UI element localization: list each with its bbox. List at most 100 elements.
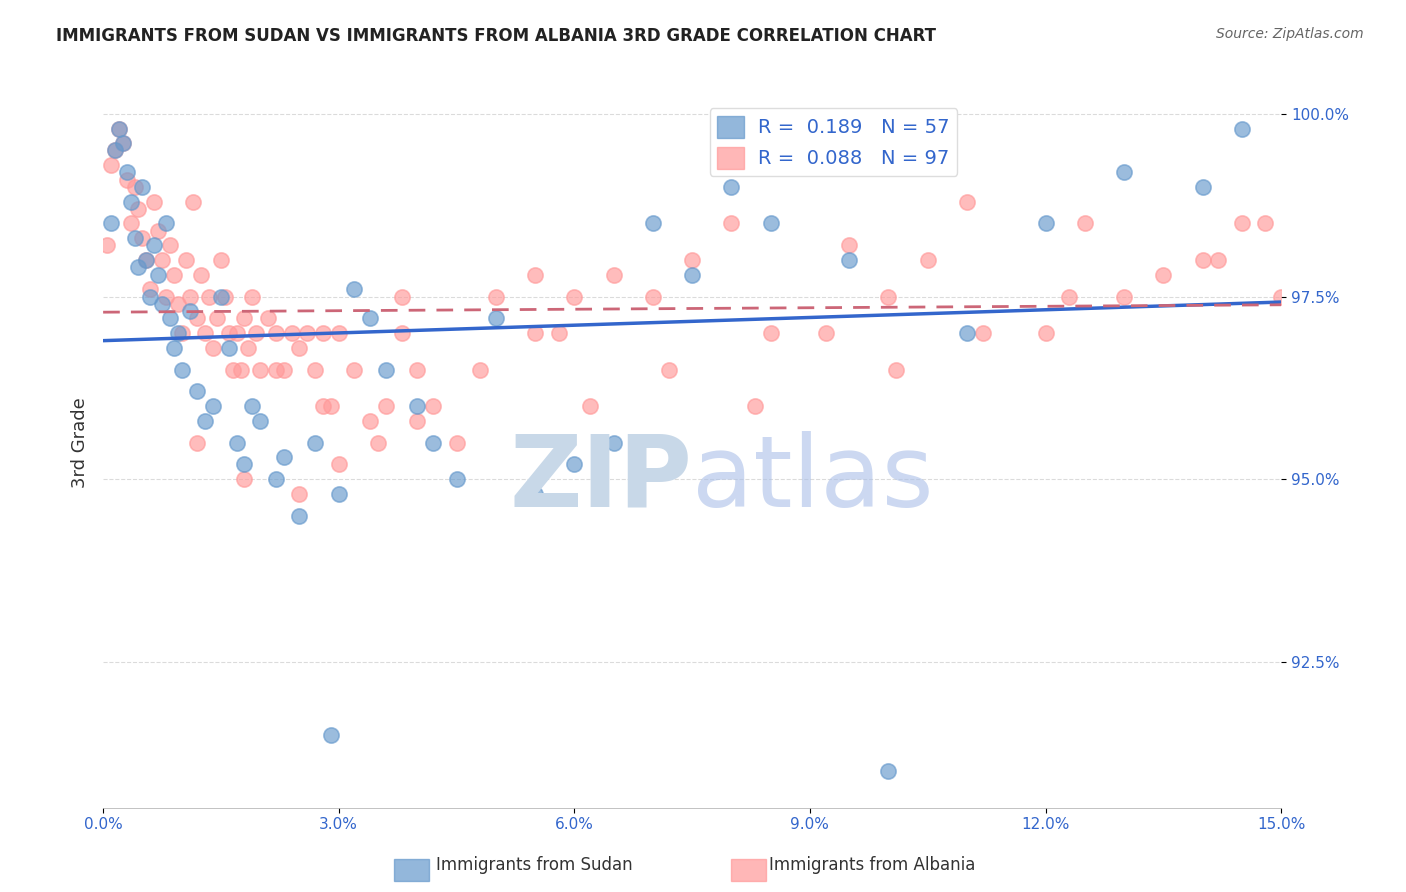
Point [524, 268, 547, 282]
Point [205, 311, 228, 326]
Point [108, 121, 131, 136]
Point [602, 435, 624, 450]
Point [120, 217, 142, 231]
Point [468, 362, 491, 376]
Point [814, 326, 837, 340]
Point [406, 362, 429, 376]
Point [163, 341, 186, 355]
Point [884, 362, 907, 376]
Point [104, 144, 127, 158]
Point [194, 414, 217, 428]
Legend: R =  0.189   N = 57, R =  0.088   N = 97: R = 0.189 N = 57, R = 0.088 N = 97 [710, 108, 957, 176]
Point [150, 252, 173, 267]
Point [179, 304, 201, 318]
Point [143, 238, 166, 252]
Point [120, 194, 142, 209]
Point [1230, 217, 1253, 231]
Point [249, 414, 271, 428]
Point [135, 252, 157, 267]
Point [391, 326, 413, 340]
Point [1035, 326, 1057, 340]
Point [150, 297, 173, 311]
Point [720, 180, 742, 194]
Point [166, 297, 188, 311]
Point [312, 326, 335, 340]
Point [1191, 180, 1213, 194]
Point [288, 486, 311, 500]
Point [240, 289, 263, 303]
Point [264, 326, 287, 340]
Point [297, 326, 319, 340]
Point [190, 268, 212, 282]
Point [100, 158, 122, 172]
Point [759, 326, 782, 340]
Text: IMMIGRANTS FROM SUDAN VS IMMIGRANTS FROM ALBANIA 3RD GRADE CORRELATION CHART: IMMIGRANTS FROM SUDAN VS IMMIGRANTS FROM… [56, 27, 936, 45]
Point [343, 362, 366, 376]
Point [406, 399, 429, 413]
Point [186, 311, 208, 326]
Point [104, 144, 127, 158]
Point [485, 289, 508, 303]
Point [422, 399, 444, 413]
Point [374, 362, 396, 376]
Point [681, 252, 703, 267]
Point [115, 172, 138, 186]
Point [166, 326, 188, 340]
Point [524, 486, 547, 500]
Point [163, 268, 186, 282]
Point [96, 238, 118, 252]
Point [1057, 289, 1080, 303]
Point [198, 289, 221, 303]
Point [131, 180, 153, 194]
Point [186, 384, 208, 399]
Point [562, 458, 585, 472]
Point [1112, 289, 1135, 303]
Point [446, 435, 468, 450]
Point [202, 399, 225, 413]
Point [264, 362, 287, 376]
Point [956, 194, 979, 209]
Point [1074, 217, 1097, 231]
Point [602, 268, 624, 282]
Point [257, 311, 280, 326]
Point [264, 472, 287, 486]
Point [288, 508, 311, 523]
Point [222, 362, 245, 376]
Text: atlas: atlas [692, 431, 934, 527]
Point [328, 486, 350, 500]
Point [146, 268, 169, 282]
Point [319, 728, 342, 742]
Point [183, 194, 205, 209]
Point [273, 362, 295, 376]
Point [124, 180, 146, 194]
Point [1254, 217, 1277, 231]
Point [127, 260, 149, 275]
Point [562, 289, 585, 303]
Point [1206, 252, 1229, 267]
Point [658, 362, 681, 376]
Point [799, 144, 821, 158]
Text: Immigrants from Albania: Immigrants from Albania [769, 856, 974, 874]
Point [280, 326, 302, 340]
Point [304, 362, 326, 376]
Point [1230, 121, 1253, 136]
Point [233, 458, 256, 472]
Point [179, 289, 201, 303]
Point [374, 399, 396, 413]
Point [312, 399, 335, 413]
Y-axis label: 3rd Grade: 3rd Grade [72, 397, 89, 488]
Point [972, 326, 994, 340]
Point [681, 268, 703, 282]
Point [218, 326, 240, 340]
Point [328, 458, 350, 472]
Point [524, 326, 547, 340]
Point [143, 194, 166, 209]
Point [111, 136, 134, 150]
Point [159, 311, 181, 326]
Point [155, 217, 177, 231]
Point [759, 217, 782, 231]
Point [319, 399, 342, 413]
Point [273, 450, 295, 465]
Point [131, 231, 153, 245]
Point [249, 362, 271, 376]
